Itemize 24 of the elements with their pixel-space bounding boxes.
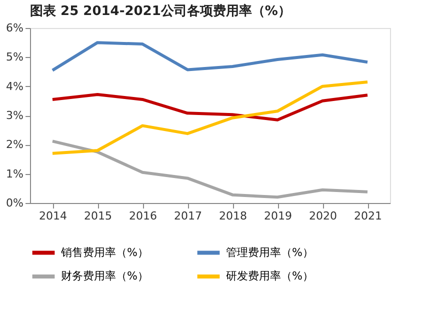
line-series — [51, 140, 369, 199]
legend-label: 财务费用率（%） — [61, 270, 148, 282]
x-tick-label: 2016 — [129, 210, 157, 222]
x-tick-label: 2019 — [264, 210, 292, 222]
x-tick-label: 2017 — [174, 210, 202, 222]
x-tick-label: 2020 — [309, 210, 337, 222]
legend-label: 研发费用率（%） — [226, 270, 314, 282]
y-tick-label: 1% — [6, 167, 24, 180]
chart-title: 图表 25 2014-2021公司各项费用率（%） — [30, 3, 291, 19]
line-series — [51, 41, 369, 72]
x-tick-label: 2014 — [39, 210, 67, 222]
y-tick-label: 5% — [6, 50, 24, 64]
legend-label: 管理费用率（%） — [226, 246, 314, 259]
y-tick-label: 0% — [6, 196, 24, 210]
x-tick-label: 2018 — [219, 210, 247, 222]
x-tick-label: 2015 — [84, 210, 112, 222]
y-tick-label: 3% — [6, 109, 24, 122]
legend-label: 销售费用率（%） — [60, 246, 148, 259]
y-tick-label: 4% — [6, 80, 24, 93]
line-series — [51, 80, 369, 155]
y-tick-label: 6% — [6, 22, 24, 34]
y-tick-label: 2% — [6, 138, 24, 152]
line-series — [51, 93, 369, 122]
x-tick-label: 2021 — [354, 210, 382, 222]
